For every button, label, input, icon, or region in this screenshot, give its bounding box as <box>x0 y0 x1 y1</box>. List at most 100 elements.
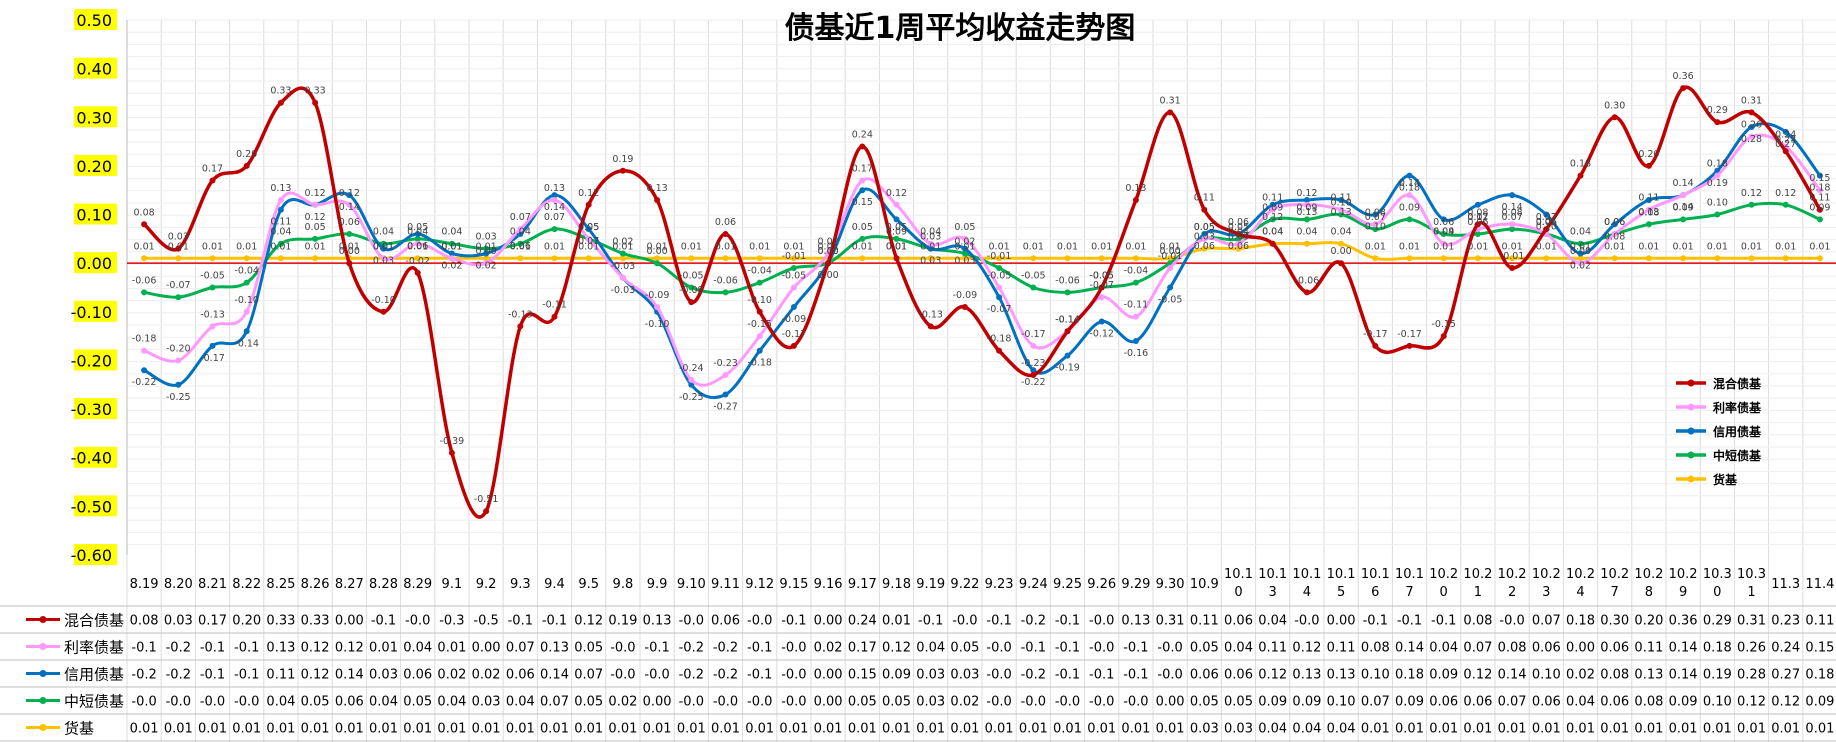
x-tick-label: 9.4 <box>544 577 565 592</box>
data-point <box>619 250 626 257</box>
data-point <box>790 342 797 349</box>
table-cell: 0.06 <box>1190 668 1219 683</box>
data-label: 0.01 <box>954 241 975 252</box>
data-label: 0.04 <box>1331 227 1352 238</box>
x-tick-label: 8.27 <box>335 577 364 592</box>
x-tick-label: 1 <box>1747 585 1755 600</box>
table-cell: 0.11 <box>266 668 295 683</box>
data-label: -0.15 <box>1431 319 1456 330</box>
table-cell: 0.02 <box>437 668 466 683</box>
data-point <box>551 197 558 203</box>
data-label: 0.03 <box>920 232 941 243</box>
x-tick-label: 9.25 <box>1053 577 1082 592</box>
data-label: 0.31 <box>1160 95 1181 106</box>
table-cell: 0.18 <box>1566 614 1595 629</box>
data-point <box>175 245 182 252</box>
table-cell: 0.04 <box>437 695 466 710</box>
y-tick-highlight <box>74 495 117 517</box>
table-legend-marker <box>39 724 47 731</box>
table-cell: -0.0 <box>952 614 977 629</box>
table-cell: 0.03 <box>1224 722 1253 737</box>
data-label: 0.12 <box>578 188 599 199</box>
x-tick-label: 9.16 <box>814 577 843 592</box>
table-cell: 0.00 <box>1327 614 1356 629</box>
table-cell: 0.17 <box>198 614 227 629</box>
data-point <box>1611 221 1618 228</box>
table-cell: 0.04 <box>1566 695 1595 710</box>
data-point <box>756 347 763 354</box>
table-cell: 0.01 <box>198 722 227 737</box>
data-label: -0.17 <box>1397 329 1422 340</box>
data-label: 0.06 <box>1604 217 1625 228</box>
table-cell: 0.06 <box>1600 695 1629 710</box>
table-cell: -0.2 <box>166 641 191 656</box>
table-cell: 0.12 <box>574 614 603 629</box>
table-cell: 0.06 <box>335 695 364 710</box>
x-tick-label: 10.2 <box>1463 567 1492 582</box>
table-cell: 0.04 <box>506 695 535 710</box>
data-label: 0.06 <box>1433 217 1454 228</box>
data-label: 0.12 <box>1775 188 1796 199</box>
table-cell: 0.01 <box>403 722 432 737</box>
table-cell: 0.12 <box>1463 668 1492 683</box>
table-cell: 0.13 <box>540 641 569 656</box>
data-label: 0.19 <box>1707 178 1728 189</box>
table-cell: -0.1 <box>1123 668 1148 683</box>
data-point <box>1509 226 1516 233</box>
data-point <box>141 289 148 296</box>
table-cell: 0.01 <box>130 722 159 737</box>
data-point <box>1748 109 1755 116</box>
data-point <box>1030 372 1037 378</box>
table-cell: 0.00 <box>814 695 843 710</box>
x-tick-label: 3 <box>1269 585 1277 600</box>
data-label: 0.08 <box>1467 207 1488 218</box>
x-tick-label: 11.3 <box>1771 577 1800 592</box>
data-point <box>1235 235 1242 242</box>
data-label: 0.01 <box>476 241 497 252</box>
table-cell: -0.1 <box>1055 668 1080 683</box>
table-cell: 0.23 <box>1771 614 1800 629</box>
table-cell: 0.24 <box>1771 641 1800 656</box>
table-cell: -0.0 <box>1055 695 1080 710</box>
data-label: 0.14 <box>1673 202 1694 213</box>
data-label: 0.01 <box>681 241 702 252</box>
table-cell: 0.02 <box>950 695 979 710</box>
x-tick-label: 8 <box>1645 585 1653 600</box>
data-point <box>551 313 558 320</box>
table-cell: -0.1 <box>1431 614 1456 629</box>
data-label: -0.51 <box>474 494 499 505</box>
data-label: 0.01 <box>749 241 770 252</box>
x-tick-label: 0 <box>1234 585 1242 600</box>
table-cell: -0.1 <box>747 641 772 656</box>
data-label: 0.13 <box>270 183 291 194</box>
data-label: 0.02 <box>1570 260 1591 271</box>
data-label: 0.12 <box>339 188 360 199</box>
data-point <box>1543 226 1550 233</box>
table-cell: 0.01 <box>985 722 1014 737</box>
data-point <box>277 240 284 247</box>
data-point <box>1406 255 1413 262</box>
legend-label: 混合债基 <box>1713 376 1762 391</box>
y-tick-highlight <box>74 446 117 468</box>
table-cell: 0.03 <box>164 614 193 629</box>
data-label: 0.01 <box>407 241 428 252</box>
table-cell: -0.0 <box>166 695 191 710</box>
data-point <box>380 240 387 247</box>
table-cell: 0.08 <box>1463 614 1492 629</box>
data-point <box>1509 192 1516 199</box>
data-label: -0.14 <box>1055 314 1080 325</box>
data-point <box>380 308 387 315</box>
x-tick-label: 10.2 <box>1669 567 1698 582</box>
data-point <box>1509 265 1516 271</box>
table-cell: 0.01 <box>1429 722 1458 737</box>
table-cell: 0.01 <box>540 722 569 737</box>
table-cell: -0.0 <box>1499 614 1524 629</box>
data-label: 0.09 <box>1433 226 1454 237</box>
y-tick-label: -0.40 <box>71 449 112 468</box>
data-label: -0.10 <box>645 319 670 330</box>
data-label: 0.01 <box>1570 241 1591 252</box>
data-point <box>1816 206 1823 213</box>
data-label: 0.06 <box>1467 217 1488 228</box>
table-cell: -0.0 <box>747 695 772 710</box>
table-cell: -0.1 <box>1363 614 1388 629</box>
